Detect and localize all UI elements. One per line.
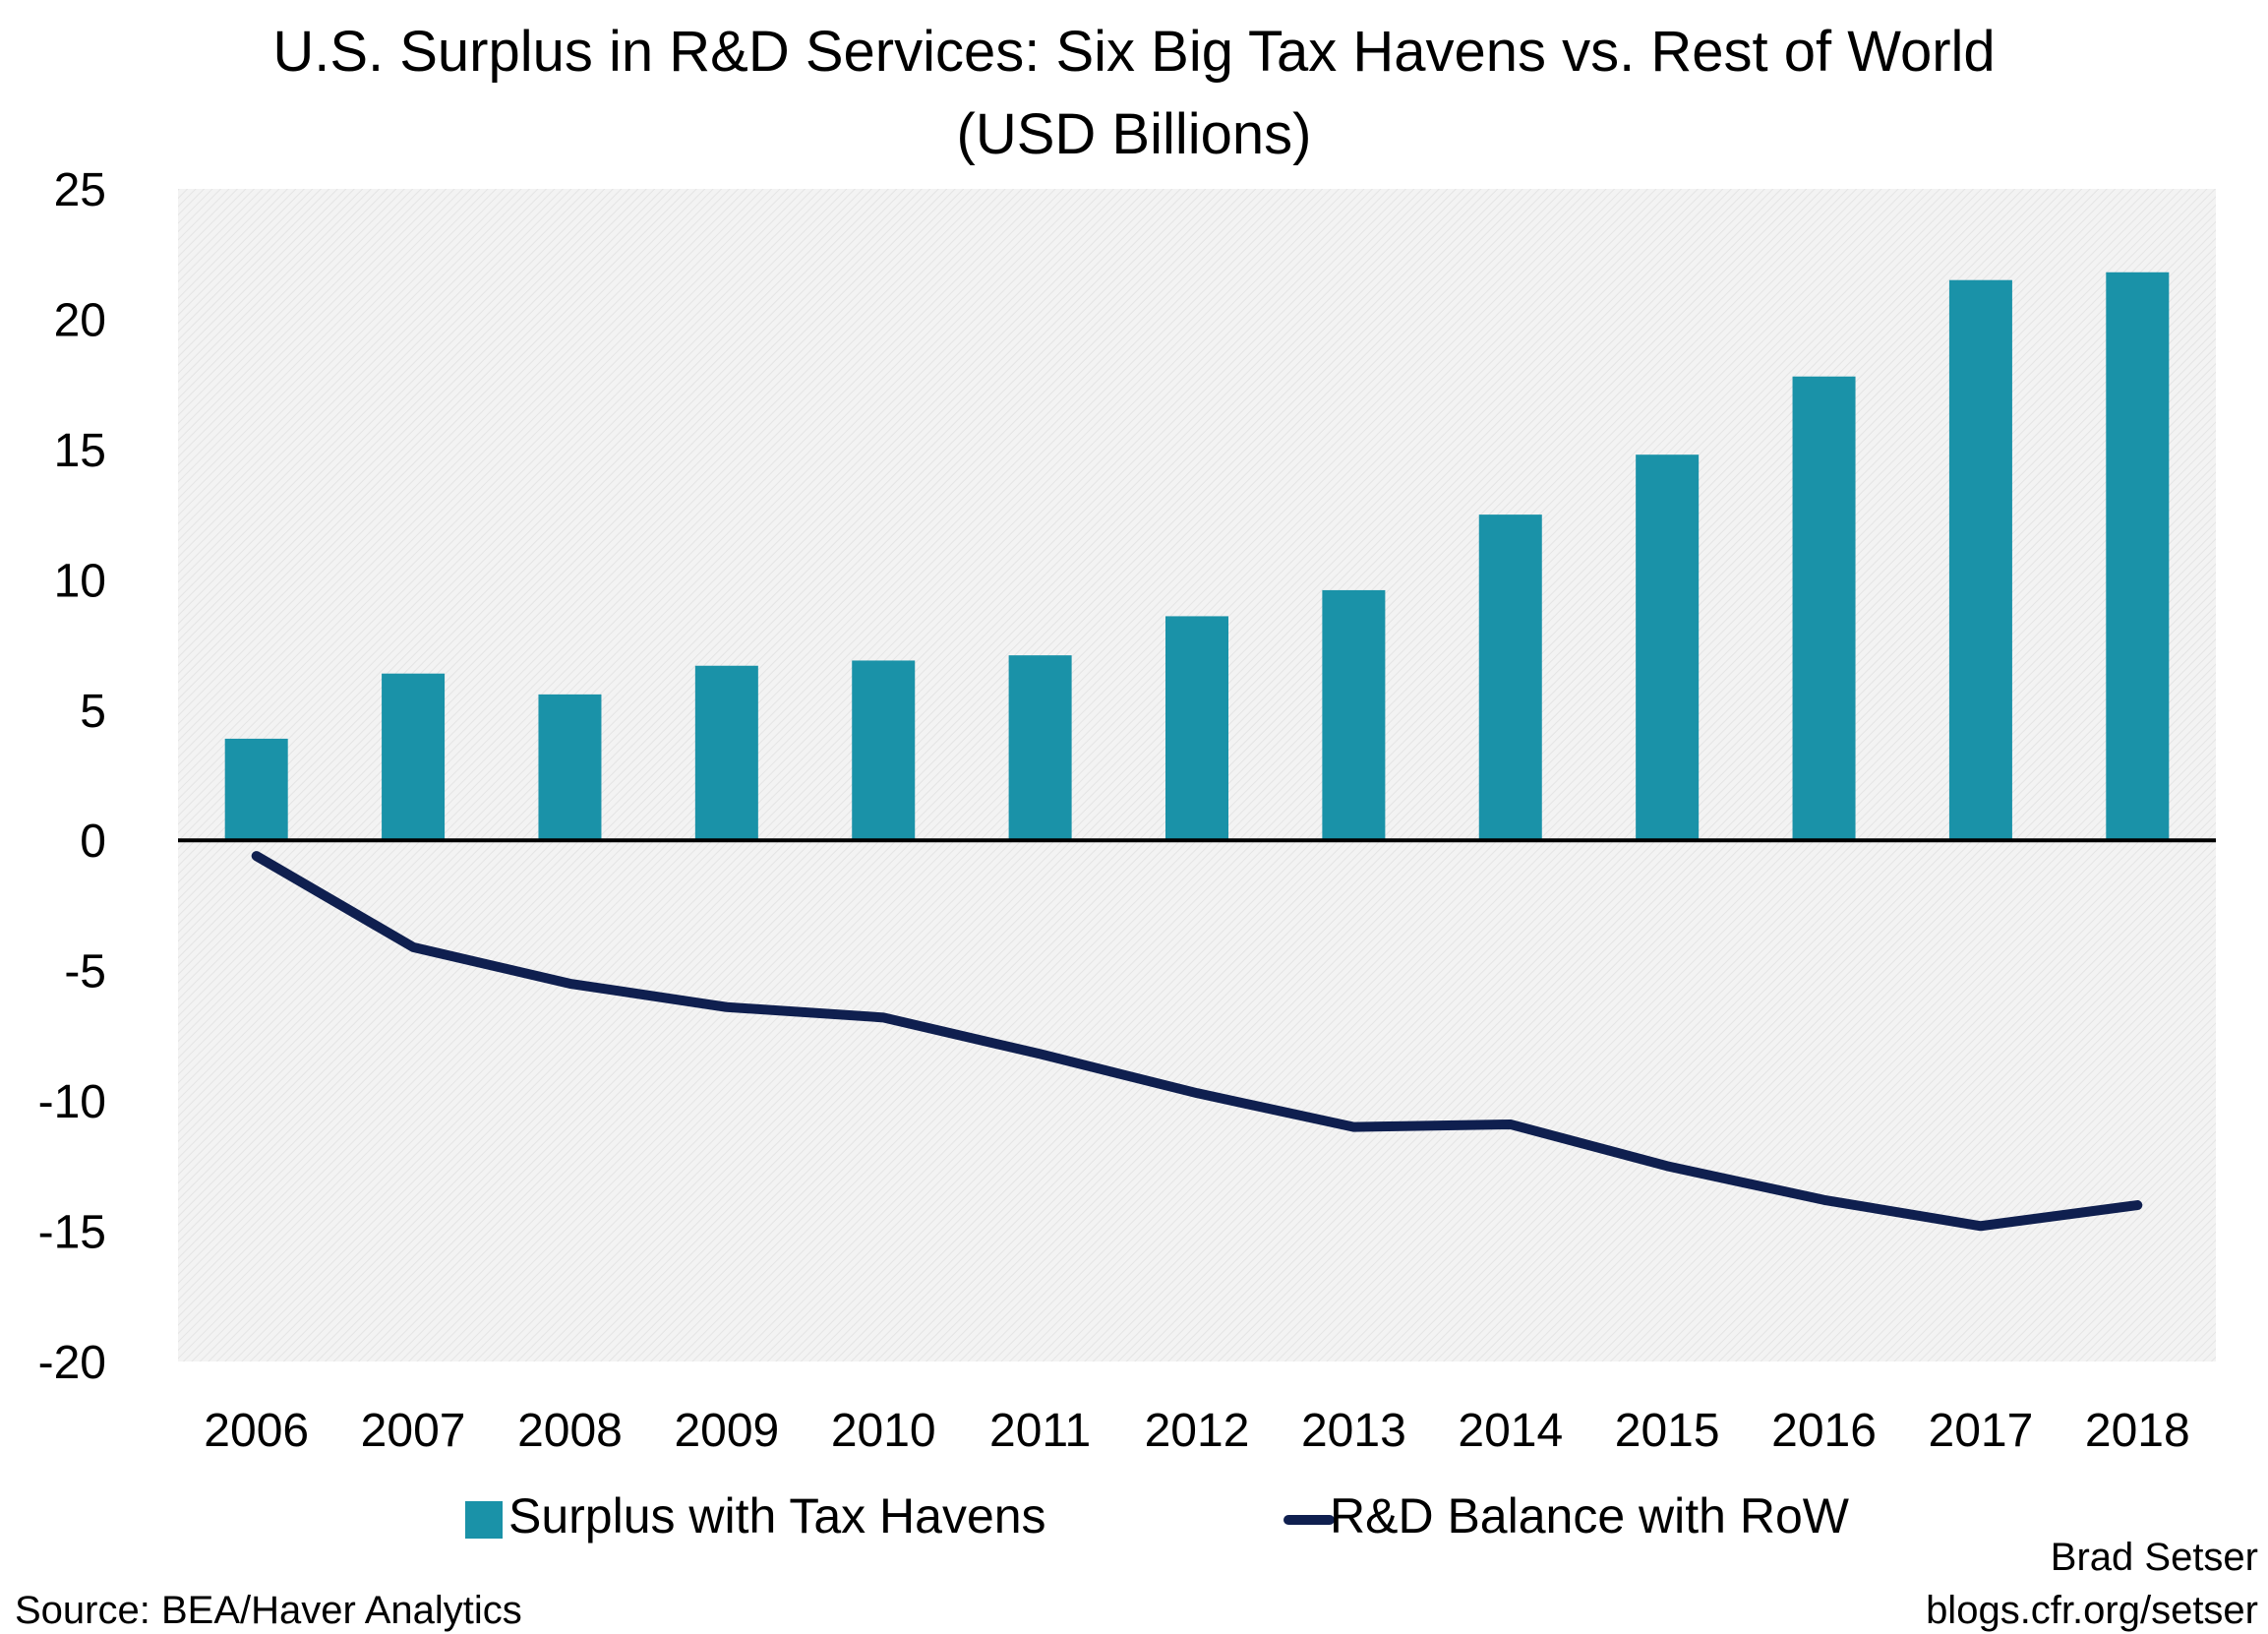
y-tick-label: -15 — [38, 1207, 106, 1259]
x-tick-label: 2011 — [989, 1405, 1091, 1457]
x-tick-label: 2015 — [1615, 1405, 1720, 1457]
y-axis: 25 20 15 10 5 0 -5 -10 -15 -20 — [38, 164, 106, 1389]
legend-swatch-bars — [465, 1501, 503, 1539]
x-tick-label: 2016 — [1771, 1405, 1877, 1457]
source-note: Source: BEA/Haver Analytics — [15, 1589, 522, 1632]
bar-2018 — [2106, 272, 2170, 841]
bar-2009 — [694, 665, 758, 841]
legend-label-line: R&D Balance with RoW — [1330, 1488, 1850, 1543]
chart-subtitle: (USD Billions) — [957, 102, 1312, 166]
bar-2012 — [1165, 616, 1228, 841]
bar-2015 — [1636, 454, 1700, 841]
legend: Surplus with Tax Havens R&D Balance with… — [465, 1488, 1850, 1543]
y-tick-label: 10 — [54, 555, 106, 607]
bar-series — [224, 272, 2170, 841]
bar-2014 — [1478, 514, 1542, 841]
x-tick-label: 2008 — [517, 1405, 623, 1457]
legend-label-bars: Surplus with Tax Havens — [508, 1488, 1046, 1543]
bar-2008 — [538, 694, 602, 841]
bar-2017 — [1948, 279, 2012, 841]
bar-2011 — [1008, 655, 1072, 841]
author-credit: Brad Setser — [2051, 1536, 2258, 1579]
y-tick-label: -10 — [38, 1076, 106, 1128]
bar-2010 — [852, 660, 916, 841]
y-tick-label: 0 — [80, 816, 106, 868]
x-tick-label: 2018 — [2085, 1405, 2190, 1457]
chart-title: U.S. Surplus in R&D Services: Six Big Ta… — [272, 20, 1995, 84]
bar-2013 — [1322, 589, 1386, 841]
bar-2007 — [382, 673, 446, 841]
y-tick-label: 5 — [80, 686, 106, 738]
bar-2016 — [1792, 376, 1856, 841]
x-tick-label: 2017 — [1929, 1405, 2034, 1457]
line-series — [251, 851, 2143, 1232]
y-tick-label: -20 — [38, 1337, 106, 1389]
x-axis: 2006 2007 2008 2009 2010 2011 2012 2013 2014 2015… — [204, 1405, 2189, 1457]
bar-2006 — [224, 738, 288, 841]
y-tick-label: 20 — [54, 294, 106, 346]
x-tick-label: 2013 — [1301, 1405, 1406, 1457]
y-tick-label: -5 — [64, 946, 106, 999]
y-tick-label: 25 — [54, 164, 106, 216]
x-tick-label: 2010 — [831, 1405, 936, 1457]
x-tick-label: 2009 — [674, 1405, 779, 1457]
x-tick-label: 2012 — [1145, 1405, 1250, 1457]
x-tick-label: 2007 — [361, 1405, 466, 1457]
x-tick-label: 2014 — [1458, 1405, 1563, 1457]
x-tick-label: 2006 — [204, 1405, 309, 1457]
source-url: blogs.cfr.org/setser — [1926, 1589, 2258, 1632]
y-tick-label: 15 — [54, 425, 106, 477]
